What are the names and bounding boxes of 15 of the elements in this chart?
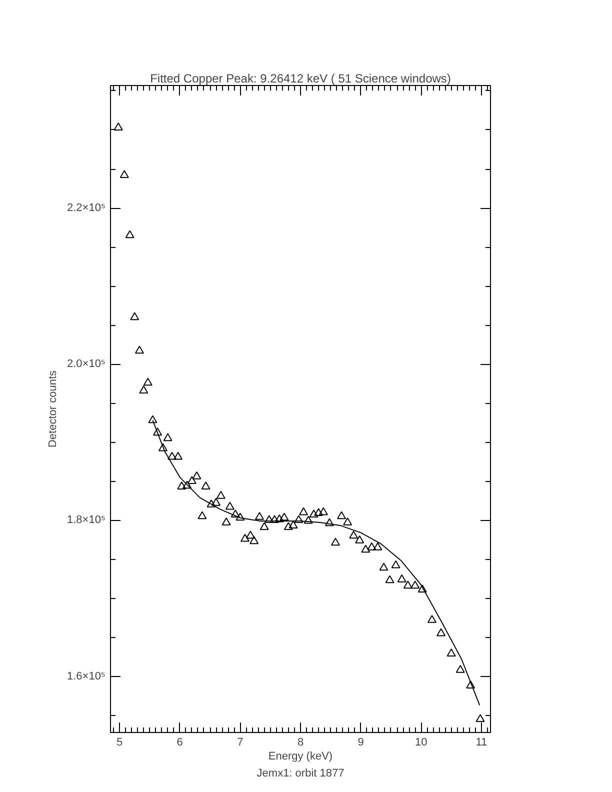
x-tick-label: 10 <box>415 736 428 748</box>
x-tick-label: 6 <box>176 736 183 748</box>
text: Jemx1: orbit 1877 <box>256 768 344 780</box>
chart-title: Fitted Copper Peak: 9.26412 keV ( 51 Science windows) <box>150 72 451 86</box>
x-tick-label: 8 <box>297 736 304 748</box>
x-tick-label: 5 <box>116 736 123 748</box>
x-tick-label: 7 <box>237 736 244 748</box>
x-tick-label: 11 <box>476 736 488 748</box>
y-tick-label: 1.8×10⁵ <box>66 514 106 526</box>
y-tick-label: 2.2×10⁵ <box>66 202 106 214</box>
x-tick-label: 9 <box>358 736 364 748</box>
y-tick-label: 1.6×10⁵ <box>66 670 106 682</box>
y-tick-label: 2.0×10⁵ <box>66 358 106 370</box>
x-axis-title: Energy (keV) <box>268 750 333 762</box>
y-axis-title: Detector counts <box>46 370 59 448</box>
